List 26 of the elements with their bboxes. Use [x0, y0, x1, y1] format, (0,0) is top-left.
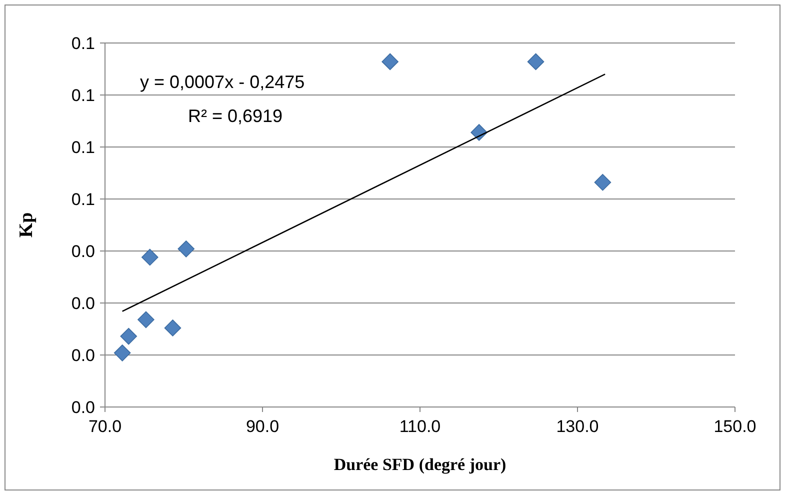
point [120, 328, 138, 345]
y-tick-label: 0.1 [71, 138, 95, 157]
y-tick-label: 0.0 [71, 346, 95, 365]
y-tick-label: 0.0 [71, 398, 95, 417]
x-tick-label: 130.0 [556, 417, 599, 436]
point [114, 344, 131, 362]
y-tick-label: 0.0 [71, 294, 95, 313]
point [382, 53, 398, 70]
x-tick-label: 70.0 [88, 417, 122, 436]
point [164, 320, 182, 336]
y-tick-label: 0.1 [71, 34, 95, 53]
y-tick-label: 0.0 [71, 242, 95, 261]
annotation: R² = 0,6919 [188, 106, 283, 126]
point [141, 248, 158, 266]
y-tick-label: 0.1 [71, 86, 95, 105]
y-tick-label: 0.1 [71, 190, 95, 209]
x-tick-label: 150.0 [714, 417, 756, 436]
x-tick-label: 90.0 [246, 417, 280, 436]
y-axis-title: Kp [16, 212, 37, 238]
point [138, 311, 154, 328]
point [594, 174, 612, 191]
x-axis-title: Durée SFD (degré jour) [334, 455, 506, 474]
annotation: y = 0,0007x - 0,2475 [140, 72, 305, 92]
x-tick-label: 110.0 [399, 417, 441, 436]
point [178, 240, 195, 258]
point [527, 53, 544, 70]
